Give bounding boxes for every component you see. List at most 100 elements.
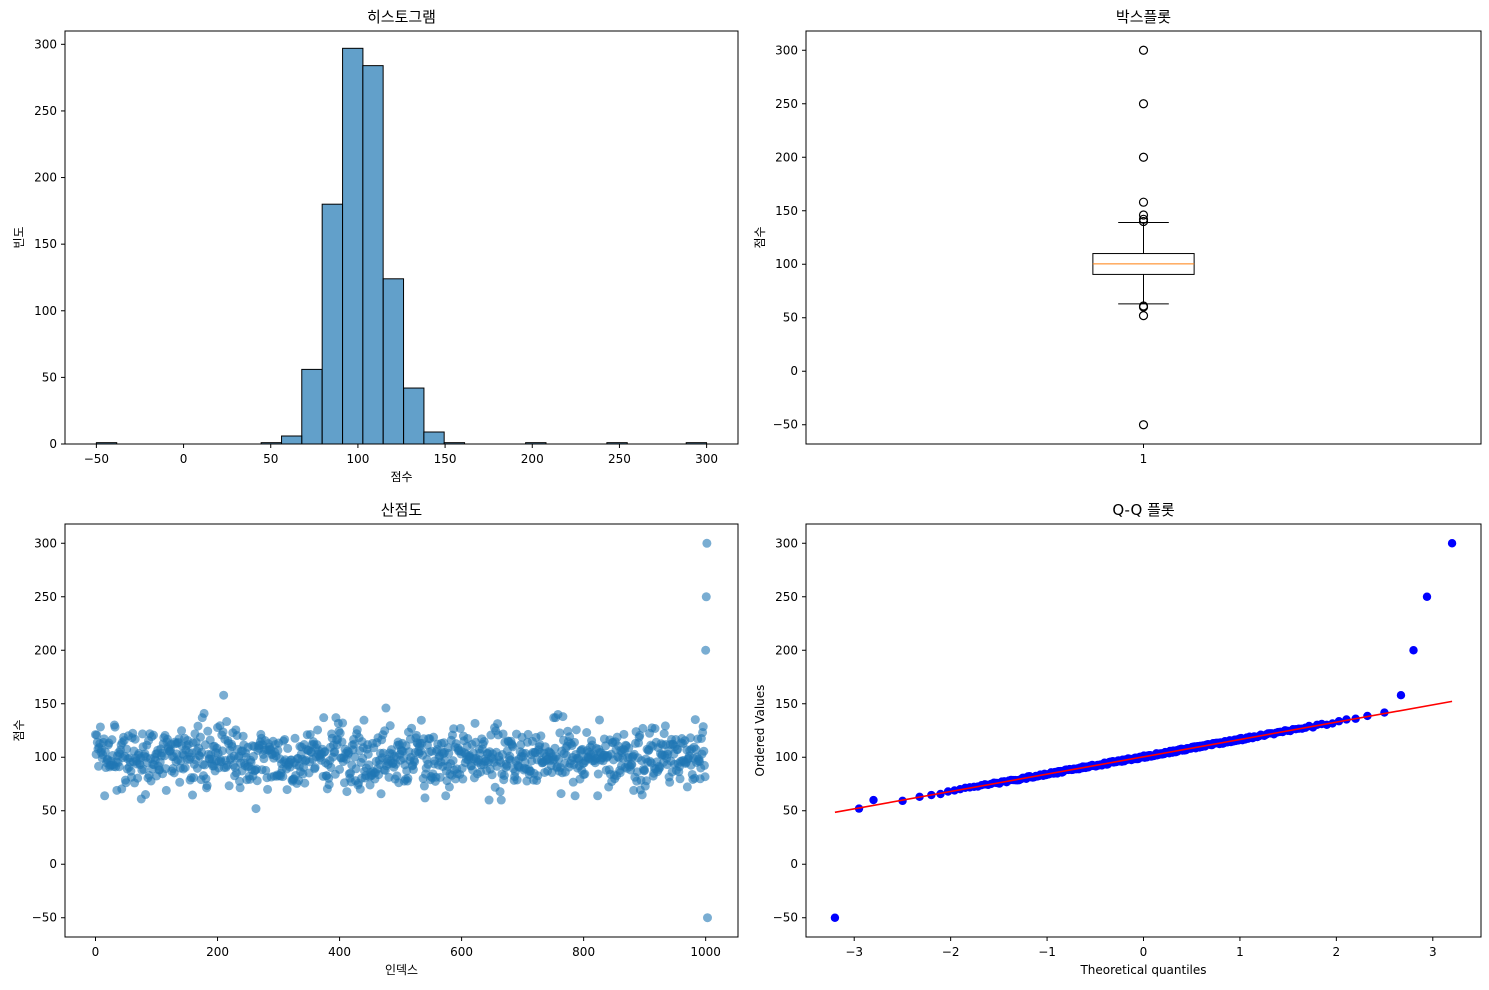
scatter-point [337,737,347,747]
scatter-point [121,778,131,788]
y-tick-label: −50 [32,911,57,925]
plot-frame [64,523,739,938]
scatter-point [555,728,565,738]
y-tick-label: 0 [49,857,57,871]
x-tick-label: 1 [1140,452,1148,466]
scatter-point [280,734,290,744]
scatter-point [364,760,374,770]
x-axis-label: 점수 [390,470,412,484]
scatter-point [685,733,695,743]
y-tick-label: 50 [42,804,57,818]
y-tick-label: 50 [42,370,57,384]
scatter-point [498,729,508,739]
y-tick-label: 300 [34,536,57,550]
scatter-point [217,746,227,756]
scatter-point [222,717,232,727]
scatter-point [235,783,245,793]
scatter-point [195,732,205,742]
outlier-point [1138,311,1149,321]
scatter-point [571,725,581,735]
scatter-point [177,726,187,736]
y-tick-label: −50 [773,911,798,925]
y-tick-label: 100 [775,257,798,271]
x-tick-label: 1000 [690,945,721,959]
y-axis-label: 점수 [753,226,767,248]
x-tick-label: 300 [695,452,718,466]
histogram-bar [423,431,445,445]
scatter-point [641,776,651,786]
x-tick-label: −50 [84,452,109,466]
y-tick-label: 250 [775,97,798,111]
scatter-point [188,790,198,800]
scatter-point [593,769,603,779]
y-tick-label: 150 [775,697,798,711]
x-tick-label: 200 [521,452,544,466]
x-tick-label: 150 [434,452,457,466]
y-tick-label: 200 [775,643,798,657]
histogram-bar [382,278,405,445]
y-tick-label: 50 [783,804,798,818]
x-tick-label: 50 [263,452,278,466]
scatter-point [235,776,245,786]
scatter-point [698,722,708,732]
x-axis-label: 인덱스 [385,963,418,977]
scatter-point [326,762,336,772]
x-tick-label: 0 [180,452,188,466]
scatter-point [702,538,712,548]
scatter-point [335,728,345,738]
y-axis-label: 빈도 [12,226,26,248]
x-tick-label: 2 [1333,945,1341,959]
scatter-point [435,772,445,782]
scatter-point [455,723,465,733]
scatter-point [659,729,669,739]
chart-title: 박스플롯 [1116,8,1171,26]
histogram-bar [362,65,384,445]
scatter-point [558,712,568,722]
scatter-point [650,724,660,734]
scatter-point [660,721,670,731]
scatter-point [219,690,229,700]
scatter-point [568,777,578,787]
qq-point [1409,646,1418,655]
scatter-point [193,721,203,731]
y-tick-label: 50 [783,311,798,325]
scatter-point [130,734,140,744]
y-tick-label: 200 [775,150,798,164]
chart-title: 산점도 [381,501,423,519]
scatter-point [619,729,629,739]
y-axis-label: Ordered Values [753,685,767,777]
scatter-point [635,730,645,740]
scatter-point [493,719,503,729]
y-axis-label: 점수 [12,719,26,741]
qq-point [1447,539,1457,548]
scatter-point [141,790,151,800]
scatter-point [448,756,458,766]
scatter-point [638,723,648,733]
x-tick-label: 200 [206,945,229,959]
scatter-point [484,795,494,805]
y-tick-label: 100 [34,304,57,318]
outlier-point [1138,210,1149,220]
scatter-point [290,733,300,743]
scatter-point [629,785,639,795]
x-tick-label: 3 [1429,945,1437,959]
scatter-point [594,715,604,725]
histogram-bar [301,368,323,445]
scatter-point [133,773,143,783]
qq-point [1396,690,1406,700]
plot-frame [64,30,739,445]
boxplot-panel: 박스플롯 1 −50 0 50 100 150 200 250 300 점수 [753,8,1482,466]
scatter-point [355,784,365,794]
scatter-panel: 산점도 0 200 400 600 800 1000 −50 0 50 100 150 200 250 30… [12,501,739,977]
scatter-point [495,787,505,797]
scatter-point [582,727,592,737]
scatter-point [349,739,359,749]
scatter-point [161,785,171,795]
scatter-point [199,708,209,718]
y-tick-label: 250 [34,104,57,118]
x-tick-label: 1 [1236,945,1244,959]
x-axis-label: Theoretical quantiles [1079,963,1206,977]
y-tick-label: 300 [34,37,57,51]
scatter-point [408,765,418,775]
scatter-point [593,791,603,801]
